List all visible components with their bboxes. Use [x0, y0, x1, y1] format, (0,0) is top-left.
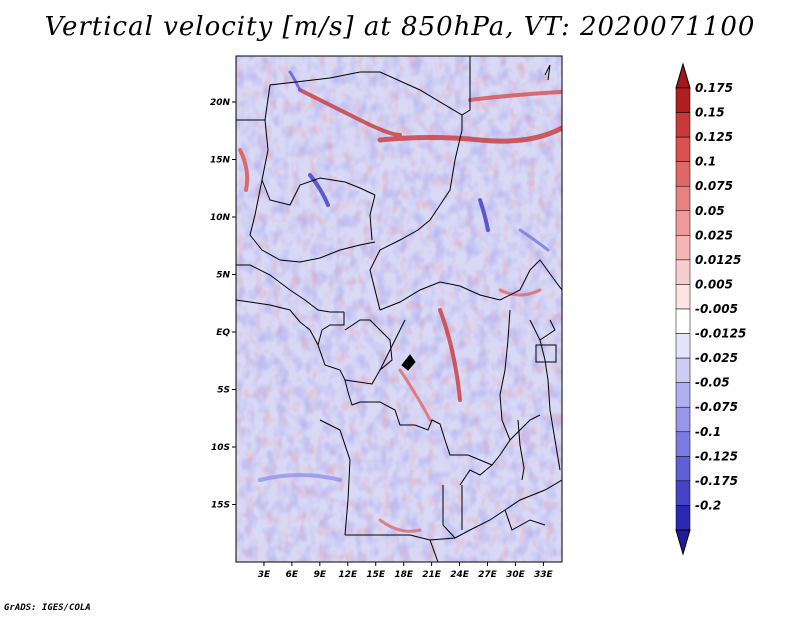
lat-tick-label: 15S	[211, 501, 230, 511]
colorbar-label: 0.05	[695, 204, 725, 218]
colorbar-swatch	[675, 456, 691, 482]
country-borders	[236, 56, 562, 562]
colorbar-swatch	[675, 112, 691, 138]
lat-tick-label: 20N	[210, 98, 231, 108]
updraft-bands	[238, 88, 562, 533]
colorbar-swatch	[675, 382, 691, 408]
colorbar-label: -0.075	[695, 400, 738, 414]
colorbar-swatch	[675, 210, 691, 236]
lat-tick-label: 10N	[210, 213, 231, 223]
lat-tick-label: 15N	[210, 156, 231, 166]
lon-tick-label: 6E	[286, 570, 299, 580]
colorbar-swatch	[675, 259, 691, 285]
lat-tick-label: EQ	[216, 328, 230, 338]
colorbar-label: -0.175	[695, 474, 738, 488]
longitude-axis: 3E 6E 9E 12E 15E 18E 21E 24E 27E 30E 33E	[258, 562, 554, 580]
lon-tick-label: 15E	[366, 570, 386, 580]
lat-tick-label: 5N	[216, 271, 230, 281]
lon-tick-label: 9E	[314, 570, 327, 580]
colorbar-label: -0.005	[695, 302, 738, 316]
colorbar-swatch	[675, 480, 691, 506]
lon-tick-label: 21E	[422, 570, 442, 580]
colorbar-label: -0.2	[695, 498, 721, 512]
lon-tick-label: 24E	[450, 570, 470, 580]
colorbar-swatch	[675, 284, 691, 310]
colorbar-swatch	[675, 357, 691, 383]
colorbar-swatch	[675, 333, 691, 359]
colorbar-swatch	[675, 431, 691, 457]
colorbar-label: 0.125	[695, 130, 733, 144]
colorbar-swatch	[675, 406, 691, 433]
colorbar-label: -0.0125	[695, 327, 746, 341]
map-frame	[235, 55, 563, 563]
downdraft-bands	[258, 70, 550, 482]
lon-tick-label: 12E	[338, 570, 358, 580]
colorbar: 0.175 0.15 0.125 0.1 0.075 0.05 0.025 0.0125 0.0…	[675, 62, 746, 556]
colorbar-label: 0.075	[695, 179, 733, 193]
plot-title: Vertical velocity [m/s] at 850hPa, VT: 2…	[44, 12, 756, 42]
lon-tick-label: 27E	[478, 570, 498, 580]
colorbar-swatch	[675, 505, 691, 531]
colorbar-label: 0.1	[695, 155, 716, 169]
colorbar-swatch	[675, 161, 691, 187]
colorbar-swatch	[675, 235, 691, 261]
lat-tick-label: 5S	[217, 386, 230, 396]
latitude-axis: 20N 15N 10N 5N EQ 5S 10S 15S	[210, 98, 236, 511]
colorbar-label: 0.005	[695, 277, 733, 291]
colorbar-label: 0.0125	[695, 253, 741, 267]
colorbar-label: -0.125	[695, 449, 738, 463]
colorbar-label: -0.025	[695, 351, 738, 365]
colorbar-swatch	[675, 136, 691, 162]
lon-tick-label: 30E	[506, 570, 526, 580]
colorbar-label: -0.1	[695, 425, 721, 439]
lon-tick-label: 18E	[394, 570, 414, 580]
colorbar-extend-top	[675, 62, 691, 89]
lon-tick-label: 33E	[534, 570, 554, 580]
lat-tick-label: 10S	[211, 443, 230, 453]
colorbar-label: 0.15	[695, 106, 725, 120]
colorbar-label: 0.175	[695, 81, 733, 95]
colorbar-swatch	[675, 87, 691, 113]
colorbar-swatch	[675, 185, 691, 212]
colorbar-extend-bottom	[675, 529, 691, 556]
credit-label: GrADS: IGES/COLA	[4, 603, 91, 613]
colorbar-label: -0.05	[695, 376, 730, 390]
colorbar-label: 0.025	[695, 228, 733, 242]
velocity-field	[236, 56, 562, 562]
lon-tick-label: 3E	[258, 570, 271, 580]
colorbar-swatch	[675, 308, 691, 334]
